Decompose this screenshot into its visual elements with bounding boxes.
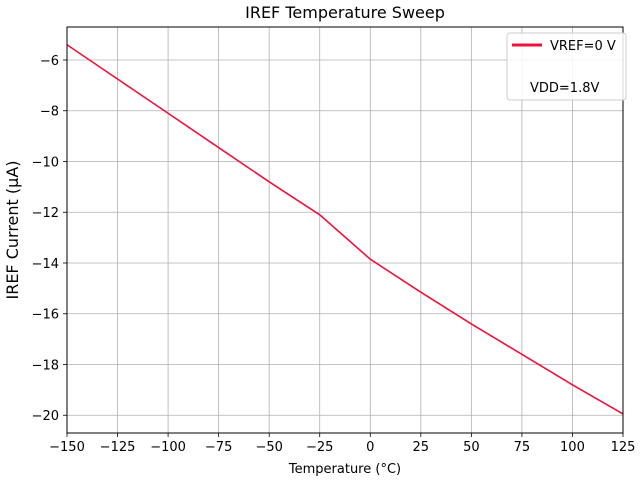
y-tick-label: −12	[32, 206, 59, 221]
x-tick-label: 100	[560, 440, 585, 455]
y-tick-label: −10	[32, 155, 59, 170]
x-tick-label: 0	[366, 440, 374, 455]
x-axis-label: Temperature (°C)	[288, 462, 401, 477]
chart-title: IREF Temperature Sweep	[245, 3, 445, 22]
y-tick-label: −8	[40, 105, 59, 120]
x-tick-label: 75	[514, 440, 531, 455]
x-tick-label: 50	[463, 440, 480, 455]
x-tick-label: 25	[413, 440, 430, 455]
series-line-vref	[66, 44, 624, 415]
x-tick-label: −75	[205, 440, 232, 455]
y-tick-label: −14	[32, 257, 59, 272]
plot-frame	[66, 26, 624, 434]
y-axis-ticks: −20 −18 −16 −14 −12 −10 −8 −6	[32, 54, 67, 424]
legend: VREF=0 V VDD=1.8V	[506, 32, 627, 101]
x-tick-label: −125	[100, 440, 136, 455]
series-layer	[66, 44, 624, 415]
legend-box	[506, 32, 627, 101]
x-tick-label: −25	[306, 440, 333, 455]
y-axis-label: IREF Current (μA)	[3, 160, 22, 299]
x-tick-label: 125	[611, 440, 636, 455]
y-tick-label: −16	[32, 308, 59, 323]
x-axis-ticks: −150 −125 −100 −75 −50 −25 0 25 50 75 100 125	[49, 433, 635, 455]
x-tick-label: −50	[255, 440, 282, 455]
y-tick-label: −6	[40, 54, 59, 69]
legend-annotation-vdd: VDD=1.8V	[530, 81, 599, 96]
y-tick-label: −18	[32, 358, 59, 373]
x-tick-label: −100	[150, 440, 186, 455]
y-tick-label: −20	[32, 409, 59, 424]
x-tick-label: −150	[49, 440, 85, 455]
legend-entry-vref: VREF=0 V	[550, 39, 616, 54]
